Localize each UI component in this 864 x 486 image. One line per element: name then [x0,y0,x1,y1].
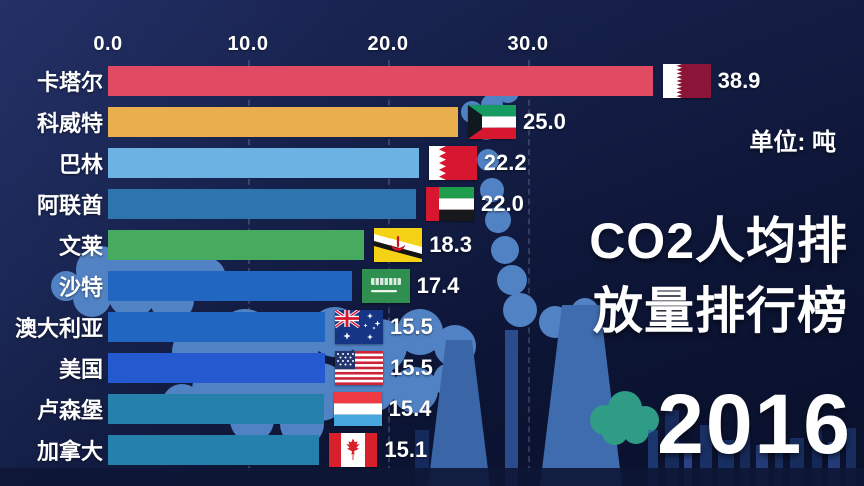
bar [108,312,325,343]
country-label: 沙特 [58,275,103,300]
axis-tick: 0.0 [93,33,123,55]
flag-saudi-arabia-icon [361,269,410,303]
axis-tick: 30.0 [507,33,549,55]
bar [108,353,325,384]
bar-row-canada: 加拿大 15.1 [0,430,864,471]
bar [108,147,419,178]
bar-row-saudi: 沙特 17.4 [0,266,864,307]
country-label: 文莱 [58,233,103,259]
bar-row-australia: 澳大利亚 15.5 [0,307,864,348]
bar-row-uae: 阿联酋 22.0 [0,183,864,224]
country-label: 澳大利亚 [14,316,103,342]
bar-row-bahrain: 巴林 22.2 [0,142,864,183]
bar-row-qatar: 卡塔尔 38.9 [0,60,864,101]
flag-canada-icon [329,433,378,468]
bar [108,229,365,260]
bar-row-luxembourg: 卢森堡 15.4 [0,389,864,430]
bar-row-kuwait: 科威特 25.0 [0,101,864,142]
flag-qatar-icon [662,63,711,98]
country-label: 阿联酋 [36,192,103,218]
value-label: 22.0 [481,190,524,216]
value-label: 15.4 [388,396,432,422]
bar-row-usa: 美国 15.5 [0,348,864,389]
bar [108,271,352,301]
value-label: 15.5 [390,355,433,381]
bar-row-brunei: 文莱 18.3 [0,224,864,265]
value-label: 15.1 [384,437,428,463]
flag-usa-icon [335,351,383,386]
country-label: 美国 [58,357,103,383]
value-label: 25.0 [523,108,566,134]
value-label: 22.2 [483,149,527,175]
country-label: 卢森堡 [36,398,103,424]
axis-tick: 10.0 [227,33,269,55]
value-label: 38.9 [717,67,761,93]
country-label: 科威特 [36,110,103,136]
bar [108,394,324,425]
flag-uae-icon [426,186,474,221]
axis-tick: 20.0 [367,33,409,55]
gridline-10 [248,60,250,472]
bar [108,435,320,466]
value-label: 18.3 [429,231,473,257]
flag-luxembourg-icon [333,392,382,427]
flag-bahrain-icon [428,145,477,180]
value-label: 17.4 [416,273,460,298]
flag-kuwait-icon [468,104,516,139]
flag-australia-icon [335,310,383,345]
country-label: 加拿大 [36,439,103,465]
value-label: 15.5 [390,314,433,340]
country-label: 卡塔尔 [36,69,103,95]
bar [108,65,653,96]
gridline-30 [528,60,530,472]
bar [108,188,416,219]
country-label: 巴林 [58,151,103,177]
flag-brunei-icon [374,227,423,262]
bar [108,106,458,137]
gridline-20 [388,60,390,472]
